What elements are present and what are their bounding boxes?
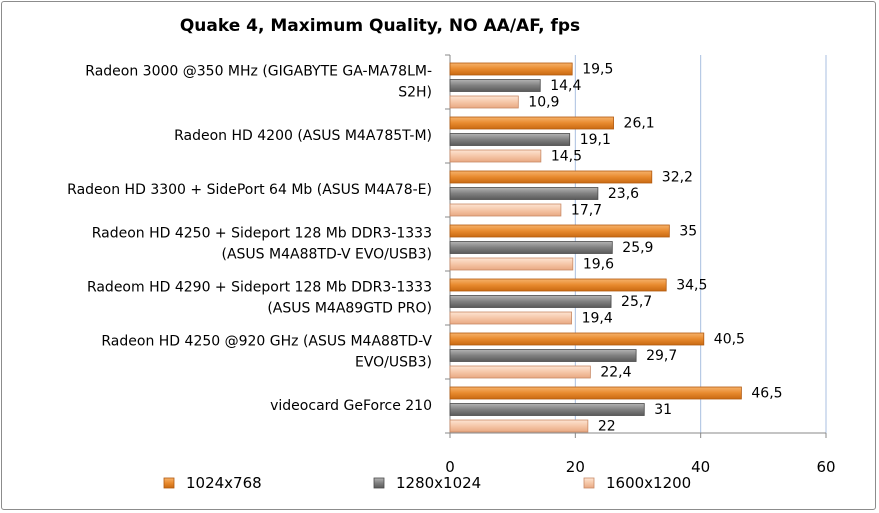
data-label-1280x1024-6: 31 [654,402,672,418]
bar-1600x1200-4 [449,311,572,325]
bar-1280x1024-3 [449,241,613,254]
data-label-1280x1024-2: 23,6 [608,186,639,202]
bar-1280x1024-5 [449,349,637,362]
x-tick-label-20: 20 [566,458,585,476]
legend-label-1024x768: 1024x768 [186,474,262,492]
x-tick-label-40: 40 [691,458,710,476]
bar-1280x1024-2 [449,187,599,200]
category-label: Radeon HD 4200 (ASUS M4A785T-M) [174,128,432,144]
data-label-1600x1200-3: 19,6 [583,257,614,273]
data-label-1280x1024-0: 14,4 [550,78,581,94]
data-label-1280x1024-4: 25,7 [621,294,652,310]
category-label: EVO/USB3) [355,355,432,371]
bar-1600x1200-3 [449,257,574,271]
bar-1024x768-0 [449,62,573,76]
legend-swatch-1600x1200 [583,477,595,489]
legend-swatch-1280x1024 [373,477,385,489]
bar-1024x768-1 [449,116,614,130]
bar-1600x1200-6 [449,419,589,433]
category-label: videocard GeForce 210 [270,398,432,414]
bar-1280x1024-6 [449,403,645,416]
category-label: (ASUS M4A88TD-V EVO/USB3) [222,247,433,263]
data-label-1024x768-6: 46,5 [751,386,782,402]
data-label-1024x768-1: 26,1 [624,116,655,132]
bar-1280x1024-1 [449,133,571,146]
data-label-1280x1024-1: 19,1 [580,132,611,148]
category-label: Radeon 3000 @350 MHz (GIGABYTE GA-MA78LM… [85,64,432,80]
bar-1024x768-4 [449,278,667,292]
category-label: Radeom HD 4290 + Sideport 128 Mb DDR3-13… [87,280,432,296]
category-label: Radeon HD 3300 + SidePort 64 Mb (ASUS M4… [67,182,432,198]
data-label-1024x768-0: 19,5 [582,62,613,78]
category-label: Radeon HD 4250 @920 GHz (ASUS M4A88TD-V [101,334,432,350]
data-label-1024x768-5: 40,5 [714,332,745,348]
data-label-1024x768-4: 34,5 [676,278,707,294]
data-label-1600x1200-5: 22,4 [600,365,631,381]
category-label: (ASUS M4A89GTD PRO) [267,301,432,317]
legend-label-1600x1200: 1600x1200 [606,474,691,492]
data-label-1024x768-2: 32,2 [662,170,693,186]
data-label-1600x1200-0: 10,9 [528,95,559,111]
data-label-1600x1200-4: 19,4 [582,311,613,327]
category-label: S2H) [398,85,432,101]
bar-1024x768-6 [449,386,742,400]
chart-title: Quake 4, Maximum Quality, NO AA/AF, fps [180,16,580,36]
data-label-1600x1200-1: 14,5 [551,149,582,165]
data-label-1280x1024-3: 25,9 [622,240,653,256]
bar-1280x1024-0 [449,79,541,92]
data-label-1024x768-3: 35 [679,224,697,240]
data-label-1280x1024-5: 29,7 [646,348,677,364]
bar-1600x1200-5 [449,365,591,379]
bar-1024x768-5 [449,332,705,346]
legend-label-1280x1024: 1280x1024 [396,474,481,492]
data-label-1600x1200-6: 22 [598,419,616,435]
bar-1600x1200-0 [449,95,519,109]
x-tick-label-60: 60 [816,458,835,476]
bar-1024x768-2 [449,170,653,184]
bar-1600x1200-2 [449,203,562,217]
bar-1280x1024-4 [449,295,612,308]
bar-1600x1200-1 [449,149,542,163]
data-label-1600x1200-2: 17,7 [571,203,602,219]
category-label: Radeon HD 4250 + Sideport 128 Mb DDR3-13… [92,226,432,242]
x-tick-label-0: 0 [445,458,455,476]
legend-swatch-1024x768 [163,477,175,489]
bar-1024x768-3 [449,224,670,238]
